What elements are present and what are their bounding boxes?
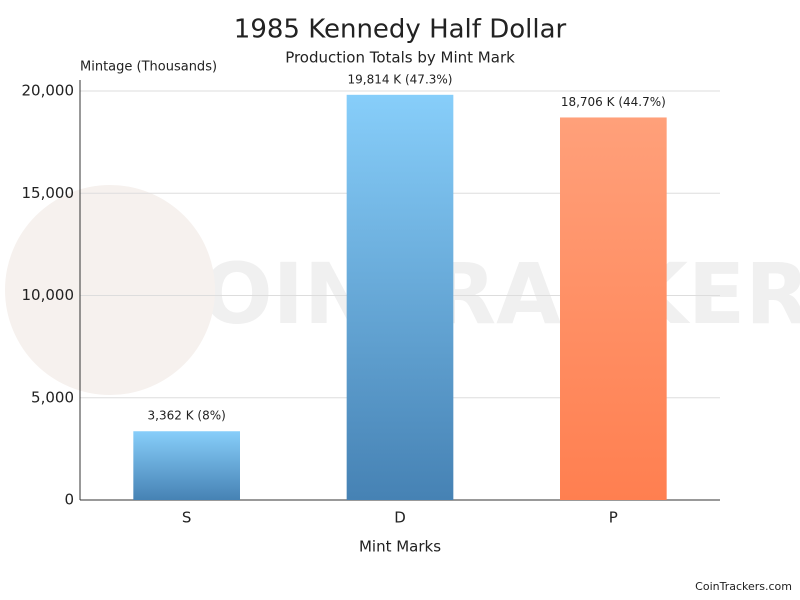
x-tick-label: S: [182, 509, 192, 527]
bar: [346, 94, 454, 500]
y-axis-label: Mintage (Thousands): [80, 60, 217, 75]
watermark-logo: [5, 185, 215, 395]
y-tick-label: 20,000: [22, 82, 75, 100]
footer: CoinTrackers.com: [695, 580, 792, 593]
watermark: COINTRACKERS: [140, 245, 800, 343]
x-axis-label: Mint Marks: [359, 538, 441, 556]
bar: [560, 117, 667, 500]
data-label: 3,362 K (8%): [148, 409, 226, 423]
y-tick-label: 5,000: [31, 388, 74, 406]
data-label: 18,706 K (44.7%): [561, 95, 666, 109]
x-tick-label: P: [609, 509, 618, 527]
chart-subtitle: Production Totals by Mint Mark: [285, 49, 515, 67]
x-tick-label: D: [394, 509, 406, 527]
y-tick-label: 0: [64, 491, 74, 509]
bar: [133, 431, 240, 500]
y-tick-label: 10,000: [22, 286, 75, 304]
y-tick-label: 15,000: [22, 184, 75, 202]
data-label: 19,814 K (47.3%): [348, 72, 453, 86]
chart-title: 1985 Kennedy Half Dollar: [234, 15, 567, 45]
